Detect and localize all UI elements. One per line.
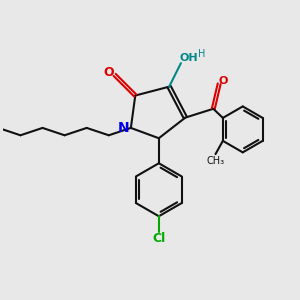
Text: Cl: Cl bbox=[152, 232, 166, 245]
Text: N: N bbox=[118, 121, 129, 135]
Text: O: O bbox=[103, 66, 113, 79]
Text: H: H bbox=[198, 49, 206, 59]
Text: CH₃: CH₃ bbox=[206, 156, 225, 166]
Text: OH: OH bbox=[180, 53, 199, 63]
Text: O: O bbox=[219, 76, 228, 86]
